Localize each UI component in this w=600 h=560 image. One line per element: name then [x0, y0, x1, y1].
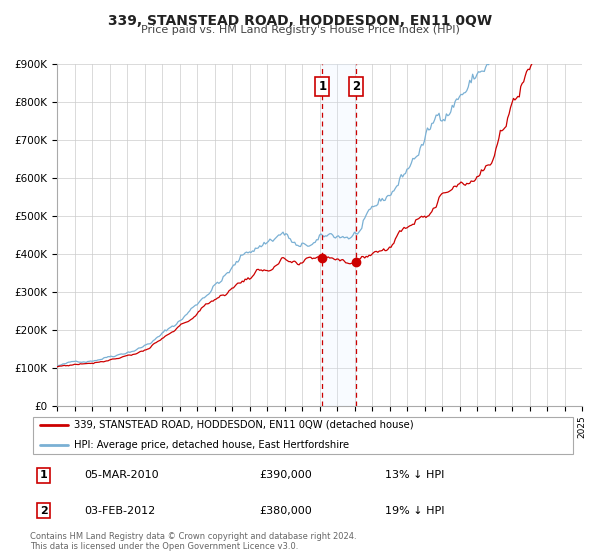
- Text: HPI: Average price, detached house, East Hertfordshire: HPI: Average price, detached house, East…: [74, 440, 349, 450]
- Text: 13% ↓ HPI: 13% ↓ HPI: [385, 470, 444, 480]
- Text: £380,000: £380,000: [259, 506, 312, 516]
- Text: 1: 1: [319, 80, 326, 93]
- Text: 2: 2: [40, 506, 47, 516]
- Text: 05-MAR-2010: 05-MAR-2010: [85, 470, 159, 480]
- Text: 339, STANSTEAD ROAD, HODDESDON, EN11 0QW (detached house): 339, STANSTEAD ROAD, HODDESDON, EN11 0QW…: [74, 420, 413, 430]
- Bar: [322, 64, 356, 406]
- Text: 339, STANSTEAD ROAD, HODDESDON, EN11 0QW: 339, STANSTEAD ROAD, HODDESDON, EN11 0QW: [108, 14, 492, 28]
- Text: 1: 1: [40, 470, 47, 480]
- Text: This data is licensed under the Open Government Licence v3.0.: This data is licensed under the Open Gov…: [30, 542, 298, 550]
- Text: Price paid vs. HM Land Registry's House Price Index (HPI): Price paid vs. HM Land Registry's House …: [140, 25, 460, 35]
- Text: 2: 2: [352, 80, 360, 93]
- Text: £390,000: £390,000: [259, 470, 312, 480]
- Text: Contains HM Land Registry data © Crown copyright and database right 2024.: Contains HM Land Registry data © Crown c…: [30, 532, 356, 541]
- Text: 19% ↓ HPI: 19% ↓ HPI: [385, 506, 445, 516]
- FancyBboxPatch shape: [33, 417, 573, 454]
- Text: 03-FEB-2012: 03-FEB-2012: [85, 506, 156, 516]
